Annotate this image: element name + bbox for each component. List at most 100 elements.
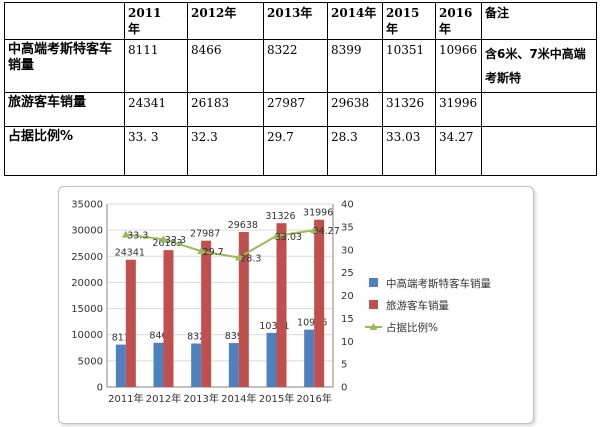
bar-data-label: 8466: [149, 331, 173, 342]
table-row: 中高端考斯特客车销量 8111 8466 8322 8399 10351 109…: [4, 39, 597, 93]
table-cell: 8466: [187, 39, 264, 93]
y-left-tick-label: 25000: [71, 252, 103, 263]
bar: [266, 332, 277, 387]
y-right-tick-label: 0: [341, 383, 347, 394]
table-cell: 31326: [382, 92, 436, 127]
x-tick-label: 2011年: [108, 392, 143, 405]
y-left-tick-label: 35000: [71, 200, 103, 211]
table-row: 旅游客车销量 24341 26183 27987 29638 31326 319…: [4, 92, 597, 127]
y-left-tick-label: 5000: [78, 356, 103, 367]
y-right-tick-label: 35: [341, 222, 354, 233]
y-right-tick-label: 25: [341, 268, 354, 279]
y-left-tick-label: 15000: [71, 304, 103, 315]
bar-data-label: 8111: [112, 333, 136, 344]
bar: [201, 240, 212, 387]
header-cell: 2013年: [263, 2, 328, 40]
bar-data-label: 10351: [259, 321, 289, 332]
bar-data-label: 26183: [152, 238, 182, 249]
table-cell: 8111: [124, 39, 188, 93]
bar: [228, 343, 239, 387]
bar-data-label: 29638: [228, 220, 258, 231]
chart-panel: 0 5000 10000 15000 20000 25000 30000 35000 0 5 10 1…: [58, 186, 534, 424]
bar: [314, 219, 325, 387]
note-cell: [481, 92, 597, 127]
table-cell: 10351: [382, 39, 436, 93]
legend-marker: [369, 323, 378, 330]
y-left-tick-label: 0: [97, 383, 103, 394]
bar: [125, 259, 136, 387]
line-point: [234, 253, 243, 261]
y-right-tick-label: 20: [341, 291, 354, 302]
legend-label: 旅游客车销量: [386, 299, 449, 312]
table-row: 占据比例% 33. 3 32.3 29.7 28.3 33.03 34.27: [4, 126, 597, 176]
note-cell: 含6米、7米中高端考斯特: [481, 39, 597, 93]
legend-swatch: [369, 300, 378, 309]
line-data-label: 34.27: [313, 226, 340, 237]
x-tick-label: 2015年: [259, 392, 294, 405]
header-cell: 备注: [481, 2, 597, 40]
x-tick-label: 2016年: [296, 392, 331, 405]
y-right-tick-label: 30: [341, 245, 354, 256]
bar: [115, 344, 126, 387]
note-cell: [481, 126, 597, 176]
bar-data-label: 31996: [303, 208, 333, 219]
y-left-tick-label: 10000: [71, 330, 103, 341]
line-data-label: 32.3: [165, 235, 186, 246]
bar-data-label: 10966: [297, 318, 327, 329]
bar-data-label: 8399: [225, 331, 249, 342]
table-cell: 8399: [327, 39, 383, 93]
header-cell: 2014年: [327, 2, 383, 40]
bar-data-label: 24341: [115, 248, 145, 259]
legend-label: 占据比例%: [386, 321, 438, 334]
line-point: [310, 226, 319, 234]
y-left-tick-label: 20000: [71, 278, 103, 289]
bar-data-label: 31326: [265, 211, 295, 222]
line-point: [121, 230, 130, 238]
line-data-label: 28.3: [240, 254, 261, 265]
row-label: 中高端考斯特客车销量: [4, 39, 125, 93]
legend-label: 中高端考斯特客车销量: [386, 277, 491, 290]
line-point: [159, 235, 168, 243]
table-cell: 29638: [327, 92, 383, 127]
line-data-label: 33.03: [275, 232, 302, 243]
x-tick-label: 2013年: [183, 392, 218, 405]
header-cell: 2012年: [187, 2, 264, 40]
table-cell: 24341: [124, 92, 188, 127]
y-right-tick-label: 5: [341, 360, 347, 371]
y-right-tick-label: 15: [341, 314, 354, 325]
y-left-tick-label: 30000: [71, 226, 103, 237]
row-label: 占据比例%: [4, 126, 125, 176]
table-cell: 32.3: [187, 126, 264, 176]
sales-table: 2011 年 2012年 2013年 2014年 2015 年 2016 年 备…: [4, 2, 597, 176]
table-cell: 8322: [263, 39, 328, 93]
header-cell: 2011 年: [124, 2, 188, 40]
header-cell: 2016 年: [435, 2, 482, 40]
line-point: [272, 231, 281, 239]
series-line: [125, 229, 315, 259]
bar: [238, 232, 249, 387]
header-cell: [4, 2, 125, 40]
header-cell: 2015 年: [382, 2, 436, 40]
table-cell: 26183: [187, 92, 264, 127]
table-cell: 29.7: [263, 126, 328, 176]
table-cell: 28.3: [327, 126, 383, 176]
x-tick-label: 2012年: [146, 392, 181, 405]
bar-data-label: 8322: [187, 331, 211, 342]
table-cell: 27987: [263, 92, 328, 127]
table-cell: 34.27: [435, 126, 482, 176]
line-point: [197, 247, 206, 255]
bar: [163, 250, 174, 387]
table-cell: 33.03: [382, 126, 436, 176]
table-header-row: 2011 年 2012年 2013年 2014年 2015 年 2016 年 备…: [4, 2, 597, 40]
legend-swatch: [369, 278, 378, 287]
table-cell: 31996: [435, 92, 482, 127]
line-data-label: 29.7: [203, 247, 224, 258]
table-cell: 10966: [435, 39, 482, 93]
combo-chart: 0 5000 10000 15000 20000 25000 30000 35000 0 5 10 1…: [71, 200, 491, 406]
row-label: 旅游客车销量: [4, 92, 125, 127]
bar: [304, 329, 315, 387]
x-tick-label: 2014年: [221, 392, 256, 405]
y-right-tick-label: 10: [341, 337, 354, 348]
bar: [191, 343, 202, 387]
y-right-tick-label: 40: [341, 200, 354, 211]
